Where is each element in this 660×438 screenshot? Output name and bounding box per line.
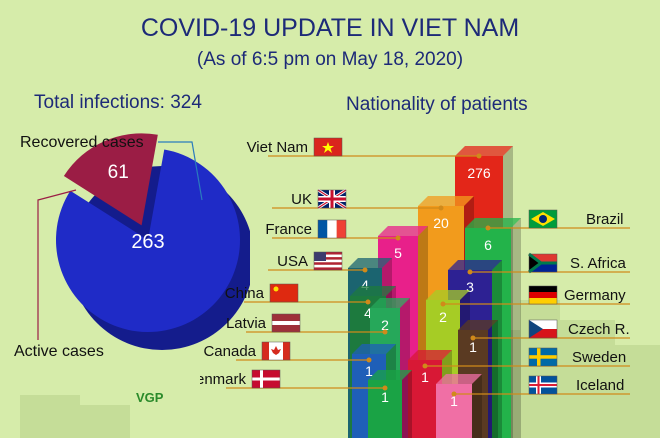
flag-france-icon (317, 219, 347, 239)
flag-czech-r--icon (528, 319, 558, 339)
bar-top-germany (426, 290, 470, 300)
bar-top-france (378, 226, 428, 236)
country-label-s-africa: S. Africa (570, 255, 627, 272)
flag-iceland-icon (528, 375, 558, 395)
bg-building-2 (560, 320, 615, 438)
leader-dot-germany (440, 301, 446, 307)
bar-side-iceland (472, 374, 482, 438)
flag-germany-icon (528, 285, 558, 305)
country-label-uk: UK (291, 191, 312, 208)
vgp-logo: VGP (136, 390, 163, 405)
country-label-czech-r-: Czech R. (568, 321, 630, 338)
country-label-iceland: Iceland (576, 377, 624, 394)
flag-canada-icon (261, 341, 291, 361)
bg-building-4 (20, 395, 80, 438)
bar-value-germany: 2 (439, 309, 447, 325)
bar-top-iceland (436, 374, 482, 384)
bar-value-uk: 20 (433, 215, 449, 231)
leader-dot-s-africa (467, 269, 473, 275)
country-label-china: China (225, 285, 265, 302)
country-label-sweden: Sweden (572, 349, 626, 366)
pie-label-active: 263 (131, 231, 164, 253)
leader-dot-uk (438, 205, 444, 211)
bar-value-sweden: 1 (421, 369, 429, 385)
flag-brazil-icon (528, 209, 558, 229)
bar-value-iceland: 1 (450, 393, 458, 409)
pie-chart: 61 263 (37, 133, 250, 350)
bar-value-viet-nam: 276 (467, 165, 491, 181)
country-label-france: France (265, 221, 312, 238)
bar-value-czech-r-: 1 (469, 339, 477, 355)
bar-value-france: 5 (394, 245, 402, 261)
bar-value-s-africa: 3 (466, 279, 474, 295)
recovered-label: Recovered cases (20, 134, 144, 151)
recovered-leader (158, 141, 203, 201)
bar-value-china: 4 (364, 305, 372, 321)
flag-viet-nam-icon (313, 137, 343, 157)
bar-top-china (350, 286, 396, 296)
bar-value-canada: 1 (365, 363, 373, 379)
country-label-brazil: Brazil (586, 211, 624, 228)
vgp-logo-text: VGP (136, 390, 164, 405)
leader-dot-france (395, 235, 401, 241)
flag-uk-icon (317, 188, 347, 210)
flag-china-icon (269, 283, 299, 303)
leader-dot-viet-nam (476, 153, 482, 159)
bar-side-denmark (402, 370, 412, 438)
active-label: Active cases (14, 343, 104, 360)
bar-top-brazil (465, 218, 521, 228)
bar-value-usa: 4 (361, 277, 369, 293)
flag-s-africa-icon (528, 252, 558, 274)
bar-top-canada (352, 344, 396, 354)
flag-usa-icon (313, 251, 343, 271)
country-label-usa: USA (277, 253, 308, 270)
active-leader (37, 189, 77, 340)
leader-dot-usa (362, 267, 368, 273)
leader-dot-denmark (382, 385, 388, 391)
leader-dot-china (365, 299, 371, 305)
flag-denmark-icon (251, 369, 281, 389)
bar-side-czech-r- (488, 320, 498, 438)
bar-chart-title: Nationality of patients (346, 94, 528, 115)
bar-top-latvia (370, 298, 410, 308)
country-label-denmark: Denmark (200, 371, 246, 388)
page-subtitle: (As of 6:5 pm on May 18, 2020) (196, 49, 464, 70)
bar-value-latvia: 2 (381, 317, 389, 333)
bg-building-5 (80, 405, 130, 438)
bar-value-denmark: 1 (381, 389, 389, 405)
country-label-latvia: Latvia (226, 315, 267, 332)
leader-dot-canada (366, 357, 372, 363)
leader-dot-czech-r- (470, 335, 476, 341)
leader-dot-sweden (422, 363, 428, 369)
pie-slice-active (56, 149, 241, 332)
bar-top-denmark (368, 370, 412, 380)
bar-top-usa (348, 258, 392, 268)
pie-label-recovered: 61 (108, 162, 129, 183)
bar-side-brazil (511, 218, 521, 438)
bar-top-viet-nam (455, 146, 513, 156)
country-label-germany: Germany (564, 287, 626, 304)
pie-slice-recovered (63, 133, 158, 226)
total-infections: Total infections: 324 (34, 92, 202, 113)
bar-top-czech-r- (458, 320, 498, 330)
page-title: COVID-19 UPDATE IN VIET NAM (140, 14, 520, 42)
country-label-canada: Canada (203, 343, 256, 360)
bar-top-uk (418, 196, 474, 206)
flag-sweden-icon (528, 347, 558, 367)
bg-building-3 (610, 345, 660, 438)
bar-side-latvia (400, 298, 410, 438)
bar-top-s-africa (448, 260, 502, 270)
leader-dot-brazil (485, 225, 491, 231)
country-label-viet-nam: Viet Nam (247, 139, 308, 156)
leader-dot-iceland (451, 391, 457, 397)
bar-top-sweden (408, 350, 452, 360)
bar-value-brazil: 6 (484, 237, 492, 253)
leader-dot-latvia (382, 329, 388, 335)
flag-latvia-icon (271, 313, 301, 333)
